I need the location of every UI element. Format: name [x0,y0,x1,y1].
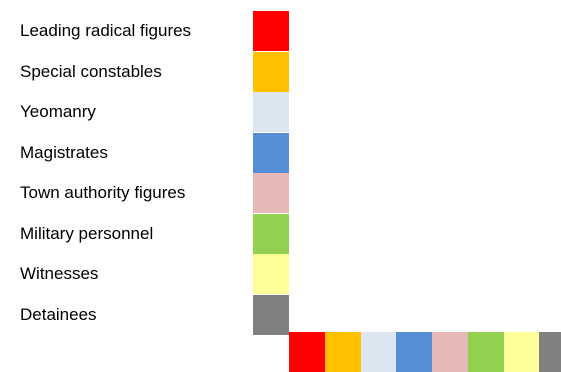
strip-cell-yeomanry [360,332,397,372]
strip-cell-witnesses [503,332,540,372]
legend-row-magistrates: Magistrates [0,132,289,173]
legend-label: Yeomanry [20,102,96,121]
legend-swatch [253,11,289,51]
legend-label: Witnesses [20,264,99,283]
legend-row-special-constables: Special constables [0,51,289,92]
strip-cell-magistrates [396,332,432,372]
legend-swatch [253,294,289,335]
strip-cell-military-personnel [467,332,504,372]
legend-swatch [253,51,289,92]
strip-cell-town-authority-figures [432,332,468,372]
legend-swatch [253,213,289,254]
legend-swatch [253,132,289,173]
legend-label: Leading radical figures [20,21,192,40]
legend-label: Town authority figures [20,183,186,202]
strip-cell-leading-radical-figures [289,332,325,372]
colour-strip [289,332,561,372]
legend-label: Military personnel [20,223,154,243]
strip-cell-special-constables [324,332,361,372]
strip-cell-detainees [539,332,561,372]
legend-row-witnesses: Witnesses [0,254,289,294]
legend-row-town-authority-figures: Town authority figures [0,173,289,213]
legend-label: Detainees [20,304,97,324]
legend-label: Magistrates [20,142,108,162]
legend-row-detainees: Detainees [0,294,289,335]
legend-row-yeomanry: Yeomanry [0,92,289,132]
legend-label: Special constables [20,61,162,81]
legend-swatch [253,92,289,132]
legend-swatch [253,173,289,213]
legend-row-leading-radical-figures: Leading radical figures [0,11,289,51]
legend-swatch [253,254,289,294]
legend-row-military-personnel: Military personnel [0,213,289,254]
